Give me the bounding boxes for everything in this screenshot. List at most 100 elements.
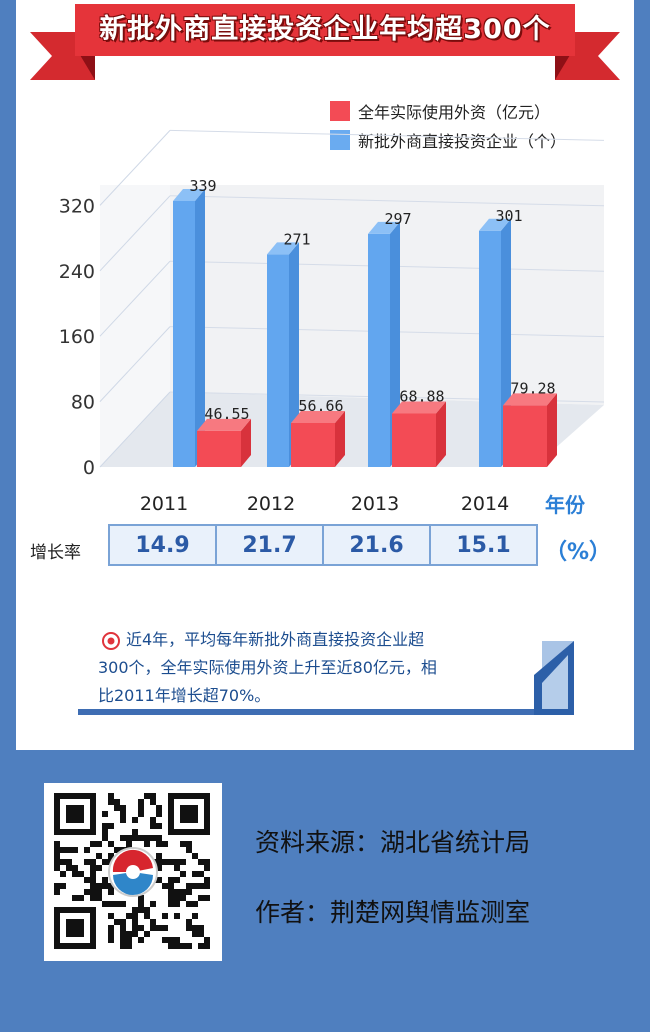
qr-module (72, 847, 78, 853)
bar-enterprises-2013-top (368, 221, 400, 234)
qr-module (174, 913, 180, 919)
qr-module (138, 937, 144, 943)
data-label-enterprises: 339 (189, 177, 216, 195)
qr-module (54, 865, 60, 871)
gridline-side (99, 391, 171, 468)
qr-module (162, 883, 168, 889)
qr-module (162, 937, 168, 943)
qr-module (174, 859, 180, 865)
qr-module (192, 883, 198, 889)
bar-enterprises-2014-top (479, 218, 511, 231)
qr-module (84, 877, 90, 883)
qr-module (144, 841, 150, 847)
qr-module (60, 871, 66, 877)
qr-module (150, 799, 156, 805)
target-icon (102, 632, 120, 650)
gridline-back (169, 129, 605, 141)
qr-module (102, 883, 108, 889)
qr-module (186, 901, 192, 907)
qr-module (66, 847, 72, 853)
qr-module (120, 817, 126, 823)
qr-module (198, 871, 204, 877)
qr-module (138, 799, 144, 805)
qr-module (54, 853, 60, 859)
qr-module (168, 859, 174, 865)
bar-enterprises-2012 (267, 242, 299, 467)
qr-module (150, 835, 156, 841)
qr-module (156, 811, 162, 817)
gridline-side (99, 326, 171, 402)
qr-module (138, 811, 144, 817)
qr-module (150, 925, 156, 931)
summary-box-fold-light (542, 655, 568, 709)
qr-logo-icon (108, 847, 158, 897)
qr-module (114, 799, 120, 805)
qr-module (84, 847, 90, 853)
bar-investment-2014-top (503, 393, 557, 406)
qr-module (198, 859, 204, 865)
qr-module (108, 841, 114, 847)
bar-investment-2013-front (392, 413, 436, 467)
qr-module (84, 859, 90, 865)
qr-module (168, 943, 174, 949)
gridline-side (99, 260, 171, 337)
qr-module (132, 913, 138, 919)
qr-module (204, 937, 210, 943)
qr-module (126, 931, 132, 937)
qr-module (192, 901, 198, 907)
qr-module (96, 883, 102, 889)
bar-enterprises-2012-side (289, 242, 299, 467)
data-label-investment: 56.66 (298, 397, 343, 415)
qr-module (174, 865, 180, 871)
qr-module (60, 847, 66, 853)
qr-module (138, 901, 144, 907)
bar-investment-2013 (392, 401, 446, 467)
legend-investment: 全年实际使用外资（亿元） (330, 99, 550, 123)
qr-module (102, 901, 108, 907)
qr-module (198, 925, 204, 931)
growth-rate-row: 14.9 21.7 21.6 15.1 (108, 524, 538, 566)
author-text: 作者：荆楚网舆情监测室 (255, 898, 531, 927)
qr-module (60, 859, 66, 865)
source-text: 资料来源：湖北省统计局 (255, 828, 531, 857)
growth-rate-2014: 15.1 (456, 532, 511, 558)
qr-module (54, 847, 60, 853)
x-tick-label: 2013 (351, 493, 399, 515)
growth-rate-2011: 14.9 (110, 526, 217, 564)
qr-module (66, 865, 72, 871)
bar-enterprises-2011-top (173, 188, 205, 201)
qr-module (150, 823, 156, 829)
banner-right-fold (555, 55, 570, 80)
bar-investment-2012 (291, 410, 345, 467)
qr-module (186, 943, 192, 949)
bar-investment-2011-front (197, 430, 241, 467)
qr-module (96, 865, 102, 871)
qr-module (102, 811, 108, 817)
qr-module (108, 931, 114, 937)
summary-line-1: 近4年，平均每年新批外商直接投资企业超 (126, 630, 425, 649)
qr-module (168, 895, 174, 901)
legend-label-investment: 全年实际使用外资（亿元） (358, 103, 551, 122)
data-label-enterprises: 271 (283, 230, 310, 248)
x-tick-label: 2014 (461, 493, 509, 515)
growth-rate-2013: 21.6 (324, 526, 431, 564)
qr-module (96, 895, 102, 901)
qr-module (192, 913, 198, 919)
qr-module (174, 895, 180, 901)
banner-body (75, 4, 575, 56)
qr-module (192, 931, 198, 937)
bar-investment-2011 (197, 418, 251, 467)
qr-module (54, 889, 60, 895)
bar-enterprises-2012-front (267, 254, 289, 467)
bar-enterprises-2011-front (173, 200, 195, 467)
qr-module (174, 889, 180, 895)
x-tick-label: 2011 (140, 493, 188, 515)
qr-module (126, 835, 132, 841)
gridline-side (99, 130, 171, 206)
qr-module (78, 871, 84, 877)
qr-code[interactable] (44, 783, 222, 961)
x-tick-label: 2012 (247, 493, 295, 515)
qr-module (114, 919, 120, 925)
qr-module (186, 883, 192, 889)
qr-module (120, 925, 126, 931)
